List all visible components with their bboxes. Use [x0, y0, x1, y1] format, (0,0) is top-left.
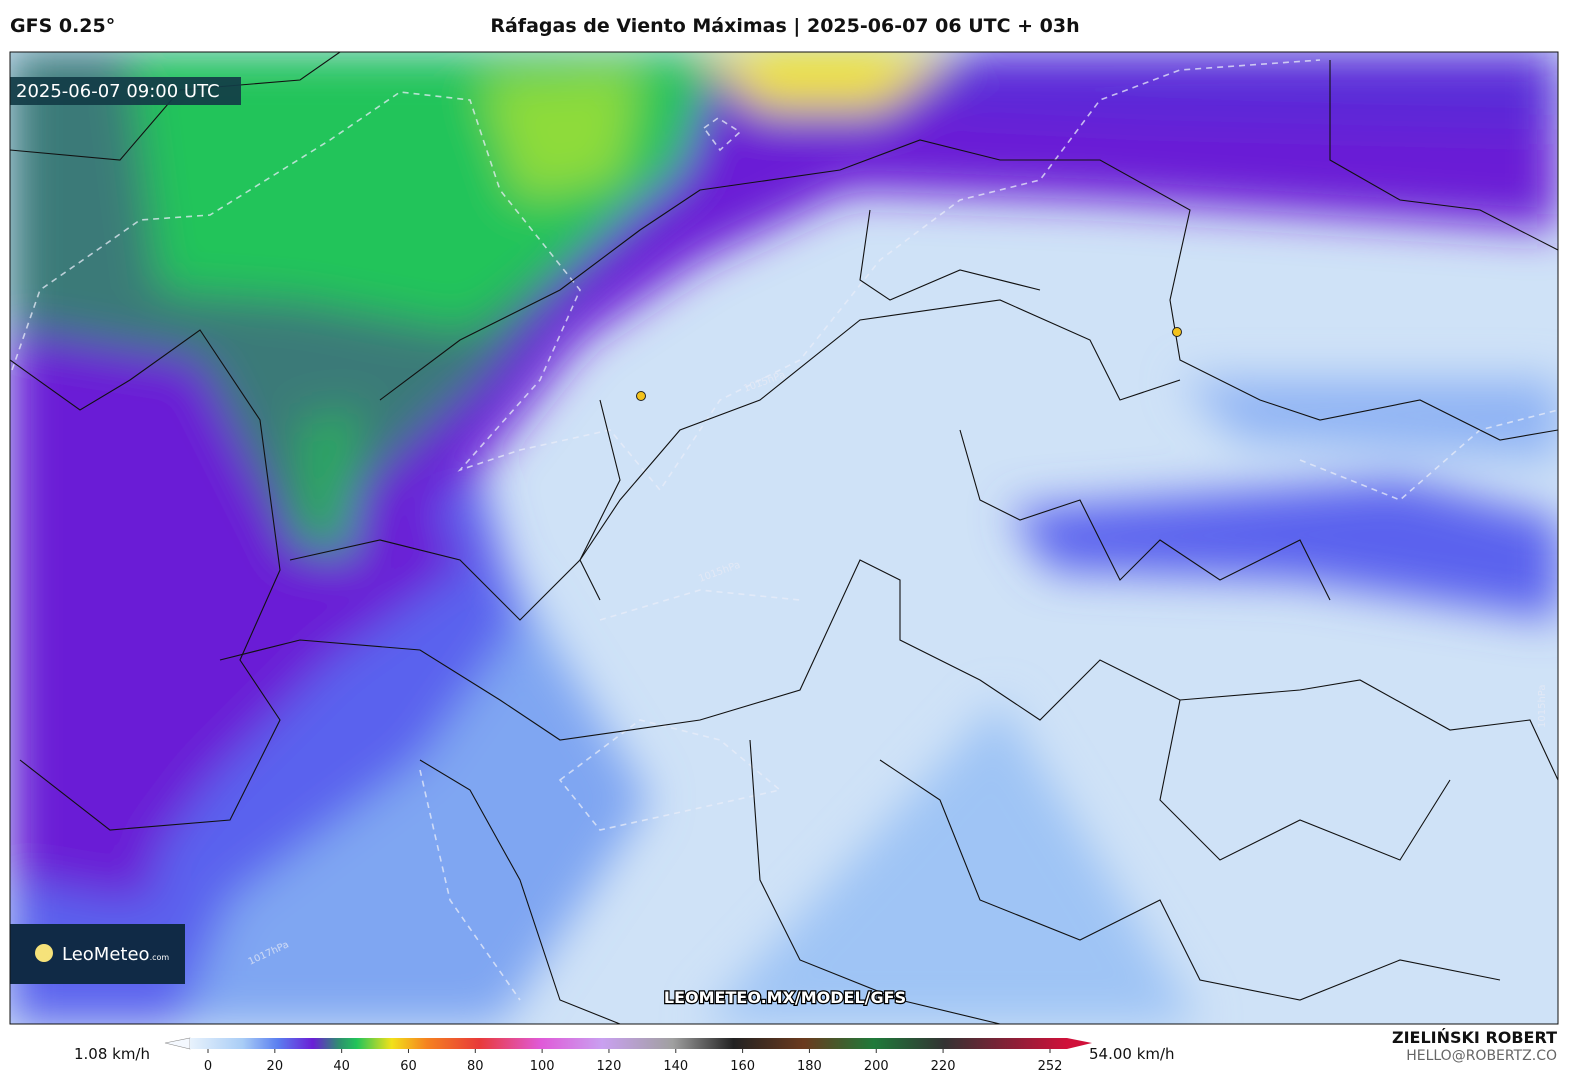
colorbar-tick-label: 160	[730, 1059, 755, 1074]
colorbar-tick-label: 100	[530, 1059, 555, 1074]
logo: LeoMeteo.com	[62, 944, 169, 965]
wind-field	[10, 52, 1558, 1024]
isobar-label: 1015hPa	[1537, 685, 1548, 729]
colorbar-tick-label: 200	[864, 1059, 889, 1074]
colorbar-max-arrow	[1067, 1038, 1092, 1049]
colorbar-tick-label: 60	[400, 1059, 417, 1074]
logo-sun	[35, 944, 53, 962]
city-marker	[636, 391, 646, 401]
colorbar-ticks: 0 20 40 60 80 100 120 140 160 180 200 220 252	[204, 1049, 1063, 1074]
colorbar-min-arrow	[164, 1037, 191, 1050]
colorbar-tick-label: 180	[797, 1059, 822, 1074]
colorbar	[190, 1038, 1067, 1049]
contact: HELLO@ROBERTZ.CO	[1406, 1048, 1557, 1064]
city-marker	[1172, 327, 1182, 337]
borders	[10, 52, 1558, 1024]
colorbar-tick-label: 220	[931, 1059, 956, 1074]
colorbar-tick-label: 20	[267, 1059, 284, 1074]
colorbar-tick-label: 80	[467, 1059, 484, 1074]
valid-time: 2025-06-07 09:00 UTC	[16, 81, 220, 102]
map-frame	[9, 51, 1559, 1025]
colorbar-min: 1.08 km/h	[74, 1045, 150, 1063]
logo-suffix: .com	[150, 953, 170, 962]
colorbar-tick-label: 120	[597, 1059, 622, 1074]
watermark: LEOMETEO.MX/MODEL/GFS	[664, 988, 906, 1007]
colorbar-tick-label: 40	[333, 1059, 350, 1074]
colorbar-tick-label: 140	[663, 1059, 688, 1074]
isobars	[11, 59, 1558, 1001]
model-label: GFS 0.25°	[10, 15, 115, 37]
time-box	[10, 77, 241, 105]
colorbar-tick-label: 0	[204, 1059, 212, 1074]
map-title: Ráfagas de Viento Máximas | 2025-06-07 0…	[490, 15, 1079, 37]
author: ZIELIŃSKI ROBERT	[1392, 1028, 1557, 1047]
colorbar-tick-label: 252	[1038, 1059, 1063, 1074]
logo-name: LeoMeteo	[62, 944, 150, 965]
map: 1015hPa 1015hPa 1017hPa 1015hPa 2025-06-…	[10, 52, 1558, 1024]
colorbar-max: 54.00 km/h	[1089, 1045, 1175, 1063]
